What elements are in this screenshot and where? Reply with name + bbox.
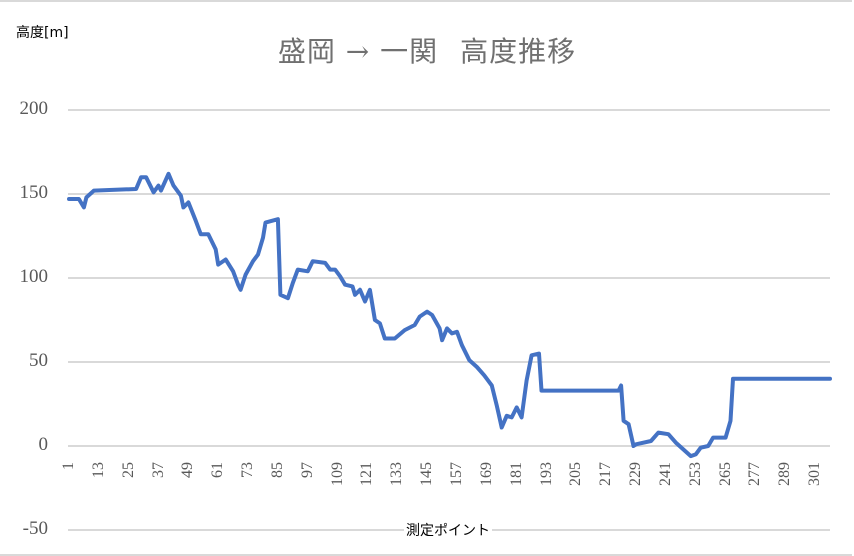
chart-title: 盛岡 → 一関 高度推移 [0, 30, 854, 70]
y-tick-label: 200 [19, 98, 49, 119]
chart-title-subject: 高度推移 [460, 35, 577, 68]
y-tick-label: 100 [19, 266, 49, 287]
chart-title-route: 盛岡 → 一関 [277, 35, 439, 68]
elevation-line [67, 171, 832, 459]
gridline [68, 193, 830, 195]
y-tick-label: 50 [29, 350, 48, 371]
gridline [68, 109, 830, 111]
y-tick-label: 150 [19, 182, 49, 203]
y-axis-unit-label: 高度[m] [16, 25, 69, 41]
y-tick-label: 0 [38, 434, 49, 455]
gridline [68, 361, 830, 363]
x-axis-title: 測定ポイント [404, 520, 492, 540]
gridline [68, 445, 830, 447]
y-tick-label: -50 [22, 518, 48, 539]
gridline [68, 277, 830, 279]
